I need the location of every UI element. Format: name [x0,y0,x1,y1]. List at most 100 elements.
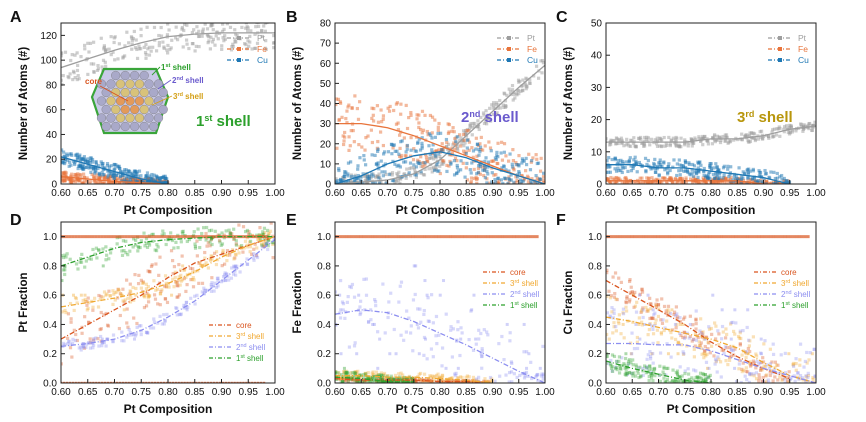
data-point-cu [482,168,487,173]
data-point-fe [450,151,455,155]
data-point-cu [63,160,67,164]
data-point-cu [520,157,525,161]
y-tick-label: 1.0 [588,232,602,243]
data-point-pt [271,41,275,45]
data-point-fe [446,131,451,136]
data-point-core [455,378,460,383]
data-point-core [627,279,632,284]
data-point-cu [499,151,503,155]
data-point-pt [771,128,775,132]
data-point-pt [697,135,701,139]
data-point-pt [384,172,388,177]
data-point-third-shell [692,355,697,359]
data-point-pt [95,68,100,72]
data-point-third-shell [693,331,698,335]
data-point-core [699,341,703,345]
data-point-fe [481,148,485,152]
data-point-fe [492,173,496,177]
data-point-core [107,289,111,293]
data-point-cu [530,181,534,184]
data-point-fe [467,140,472,144]
data-point-cu [408,161,413,165]
data-point-first-shell [627,371,631,375]
data-point-second-shell [139,324,143,328]
data-point-second-shell [92,337,96,341]
data-point-core [379,379,383,383]
data-point-core [174,381,177,383]
data-point-pt [477,127,481,132]
data-point-cu [89,170,93,174]
data-point-core [429,380,433,383]
data-point-first-shell [676,380,680,383]
x-tick-label: 1.00 [535,387,555,398]
data-point-fe [531,156,535,160]
data-point-third-shell [764,373,769,377]
data-point-third-shell [210,257,214,261]
data-point-first-shell [209,237,213,241]
data-point-pt [528,81,532,86]
data-point-core [375,379,379,383]
data-point-fe [475,177,479,182]
data-point-core [660,321,665,325]
data-point-second-shell [178,313,183,317]
data-point-second-shell [374,304,378,308]
data-point-pt [622,144,626,148]
data-point-second-shell [500,334,504,339]
data-point-second-shell [263,242,268,246]
data-point-fe [724,176,728,181]
data-point-pt [225,23,229,26]
data-point-pt [249,29,253,33]
data-point-third-shell [339,376,343,381]
data-point-first-shell [76,267,80,271]
data-point-cu [136,174,140,178]
data-point-second-shell [527,352,531,356]
data-point-cu [474,159,478,163]
data-point-core [773,360,778,364]
data-point-fe [61,177,65,182]
data-point-pt [658,137,662,141]
data-point-cu [696,175,700,180]
data-point-cu [680,163,684,168]
data-point-cu [657,174,661,178]
data-point-first-shell [638,365,642,369]
data-point-core [720,235,723,239]
data-point-pt [208,18,211,21]
data-point-second-shell [719,375,723,379]
data-point-core [118,313,122,318]
data-point-first-shell [346,371,350,376]
data-point-first-shell [265,228,270,233]
data-point-cu [621,161,625,166]
data-point-pt [200,34,204,38]
data-point-pt [272,33,275,38]
data-point-cu [397,163,401,167]
data-point-first-shell [666,366,670,370]
data-point-core [242,381,245,383]
data-point-cu [405,143,410,148]
data-point-cu [613,156,618,160]
data-point-cu [376,164,380,168]
data-point-fe [387,109,392,113]
data-point-core [356,235,360,239]
data-point-cu [77,155,82,159]
data-point-fe [90,172,94,177]
data-point-third-shell [96,305,101,309]
data-point-second-shell [754,371,759,375]
data-point-core [251,381,254,383]
data-point-third-shell [721,330,725,334]
data-point-fe [351,128,355,133]
data-point-fe [85,176,89,180]
data-point-core [627,300,631,304]
data-point-fe [399,153,403,158]
data-point-pt [515,88,520,93]
data-point-core [696,235,700,239]
data-point-core [100,235,104,239]
data-point-fe [426,159,430,164]
data-point-core [660,297,664,301]
data-point-second-shell [613,365,618,369]
data-point-second-shell [541,344,545,349]
legend-label-first-shell: 1st shell [510,301,538,310]
data-point-core [136,381,139,383]
